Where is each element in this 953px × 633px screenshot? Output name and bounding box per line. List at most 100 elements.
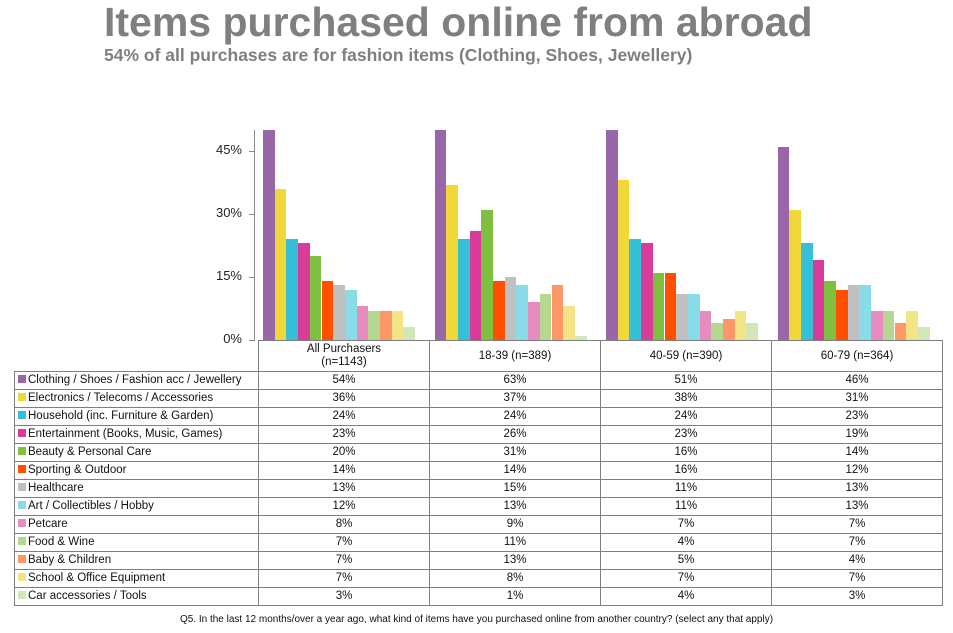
legend-swatch-icon [18, 447, 26, 455]
table-cell: 11% [600, 497, 772, 516]
column-header: 18-39 (n=389) [429, 340, 601, 372]
table-row: Household (inc. Furniture & Garden) 24% 24… [14, 407, 943, 426]
bar [539, 293, 552, 340]
bar [263, 130, 275, 340]
bar [356, 306, 369, 340]
bar [664, 272, 677, 340]
y-tick-label: 30% [215, 205, 242, 220]
question-footnote: Q5. In the last 12 months/over a year ag… [179, 614, 774, 625]
table-cell: 24% [429, 407, 601, 426]
bar [286, 239, 299, 340]
bar [446, 184, 458, 340]
bar [629, 239, 642, 340]
bar [812, 260, 825, 340]
bar [516, 285, 529, 340]
bar-group [263, 130, 418, 340]
bar [723, 319, 735, 340]
bar [493, 281, 505, 340]
row-label: Clothing / Shoes / Fashion acc / Jewelle… [14, 371, 259, 390]
table-cell: 14% [429, 461, 601, 480]
table-row: Electronics / Telecoms / Accessories 36% 3… [14, 389, 943, 408]
table-row: Art / Collectibles / Hobby 12% 13% 11% 13% [14, 497, 943, 516]
table-cell: 23% [600, 425, 772, 444]
legend-swatch-icon [18, 429, 26, 437]
table-cell: 4% [771, 551, 943, 570]
table-cell: 12% [258, 497, 430, 516]
data-table: All Purchasers (n=1143) 18-39 (n=389) 40-59… [14, 340, 943, 606]
bar [699, 310, 712, 340]
table-row: School & Office Equipment 7% 8% 7% 7% [14, 569, 943, 588]
table-row: Clothing / Shoes / Fashion acc / Jewelle… [14, 371, 943, 390]
table-cell: 24% [258, 407, 430, 426]
row-label-text: Baby & Children [28, 554, 112, 566]
bar [734, 310, 747, 340]
bar [652, 272, 665, 340]
y-tick-mark [249, 214, 255, 215]
column-header: All Purchasers (n=1143) [258, 340, 430, 372]
bar [574, 335, 587, 340]
chart-subtitle: 54% of all purchases are for fashion ite… [104, 45, 693, 65]
row-label: Entertainment (Books, Music, Games) [14, 425, 259, 444]
table-cell: 31% [429, 443, 601, 462]
row-label: Household (inc. Furniture & Garden) [14, 407, 259, 426]
bar [800, 243, 813, 340]
table-cell: 13% [429, 497, 601, 516]
table-cell: 7% [258, 551, 430, 570]
row-label: Car accessories / Tools [14, 587, 259, 606]
row-label: Beauty & Personal Care [14, 443, 259, 462]
bar [789, 209, 801, 340]
table-cell: 16% [600, 461, 772, 480]
row-label-text: Sporting & Outdoor [28, 464, 127, 476]
y-tick-mark [249, 277, 255, 278]
legend-swatch-icon [18, 519, 26, 527]
y-tick-mark [249, 151, 255, 152]
row-label: School & Office Equipment [14, 569, 259, 588]
table-cell: 26% [429, 425, 601, 444]
row-label-text: Petcare [28, 518, 68, 530]
table-row: Car accessories / Tools 3% 1% 4% 3% [14, 587, 943, 606]
table-cell: 13% [771, 479, 943, 498]
table-cell: 11% [600, 479, 772, 498]
table-cell: 1% [429, 587, 601, 606]
bar [906, 310, 918, 340]
table-cell: 7% [600, 569, 772, 588]
y-tick-label: 15% [215, 268, 242, 283]
bar [368, 310, 380, 340]
table-cell: 5% [600, 551, 772, 570]
bar [836, 289, 848, 340]
bar [504, 277, 517, 340]
bar [321, 281, 334, 340]
table-cell: 9% [429, 515, 601, 534]
row-label-text: Clothing / Shoes / Fashion acc / Jewelle… [28, 374, 242, 386]
table-cell: 14% [771, 443, 943, 462]
table-cell: 8% [258, 515, 430, 534]
row-label-text: Electronics / Telecoms / Accessories [28, 392, 214, 404]
legend-swatch-icon [18, 375, 26, 383]
bar [847, 285, 860, 340]
row-label: Art / Collectibles / Hobby [14, 497, 259, 516]
bar [469, 230, 482, 340]
bar [894, 323, 907, 340]
table-cell: 51% [600, 371, 772, 390]
table-cell: 7% [600, 515, 772, 534]
table-cell: 54% [258, 371, 430, 390]
table-cell: 31% [771, 389, 943, 408]
bar [528, 302, 540, 340]
table-cell: 13% [258, 479, 430, 498]
bar-plot-area [255, 130, 941, 340]
legend-swatch-icon [18, 555, 26, 563]
bar [309, 256, 322, 340]
table-row: Sporting & Outdoor 14% 14% 16% 12% [14, 461, 943, 480]
table-cell: 3% [771, 587, 943, 606]
bar [711, 323, 723, 340]
table-cell: 46% [771, 371, 943, 390]
table-cell: 24% [600, 407, 772, 426]
legend-swatch-icon [18, 591, 26, 599]
bar [687, 293, 700, 340]
bar [746, 323, 759, 340]
bar [391, 310, 404, 340]
bar [274, 188, 287, 340]
table-cell: 37% [429, 389, 601, 408]
row-label-text: Food & Wine [28, 536, 95, 548]
bar-group [434, 130, 590, 340]
